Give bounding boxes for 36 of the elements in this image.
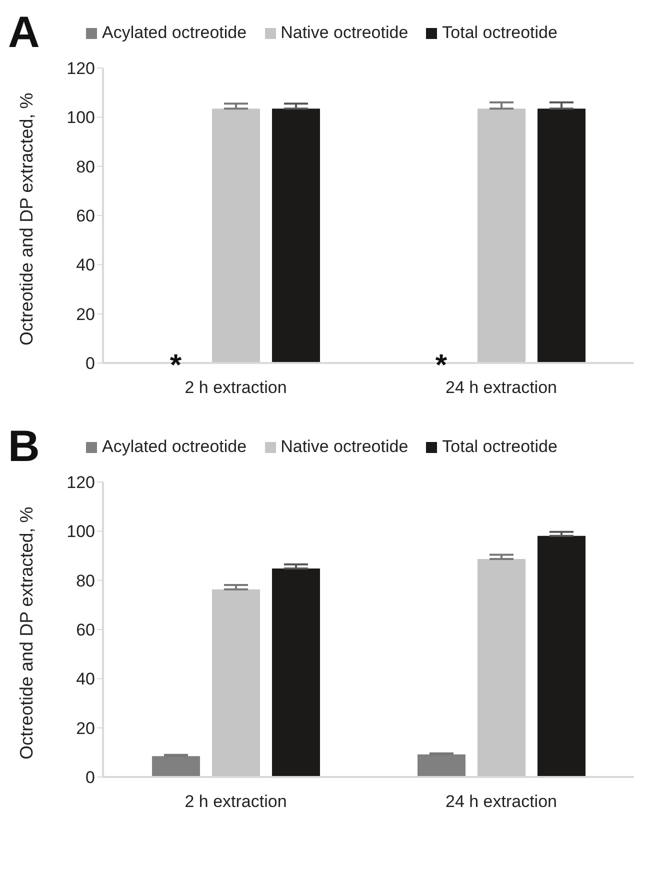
y-tick-label: 40 [76,256,95,275]
legend-label: Native octreotide [280,437,408,457]
y-tick-label: 80 [76,157,95,176]
bar [478,558,526,777]
y-tick-label: 60 [76,620,95,640]
y-tick-label: 40 [76,670,95,689]
x-tick-label: 2 h extraction [184,378,287,398]
chart-title: A [8,8,41,58]
y-tick-label: 20 [76,718,95,738]
y-tick-label: 20 [76,304,95,324]
y-axis-title: Octreotide and DP extracted, % [16,92,36,346]
bar [152,756,200,777]
legend-label: Total octreotide [441,437,558,457]
y-tick-label: 100 [66,108,95,128]
y-tick-label: 60 [76,206,95,226]
y-tick-label: 0 [86,768,95,788]
x-tick-label: 2 h extraction [184,792,287,812]
annotation: * [170,349,182,382]
legend-label: Total octreotide [441,23,558,43]
y-tick-label: 80 [76,571,95,590]
annotation: * [435,349,448,382]
legend-label: Native octreotide [280,23,408,43]
y-tick-label: 120 [66,473,95,492]
chart-title: B [8,422,41,472]
y-tick-label: 120 [66,59,95,78]
bar [272,568,320,777]
bar [538,536,586,777]
bar [212,589,260,777]
y-tick-label: 0 [86,354,95,374]
y-axis-title: Octreotide and DP extracted, % [16,506,36,760]
x-tick-label: 24 h extraction [445,792,558,812]
legend-label: Acylated octreotide [101,437,247,457]
x-tick-label: 24 h extraction [445,378,558,398]
bar [418,754,466,777]
legend-label: Acylated octreotide [101,23,247,43]
y-tick-label: 100 [66,522,95,542]
